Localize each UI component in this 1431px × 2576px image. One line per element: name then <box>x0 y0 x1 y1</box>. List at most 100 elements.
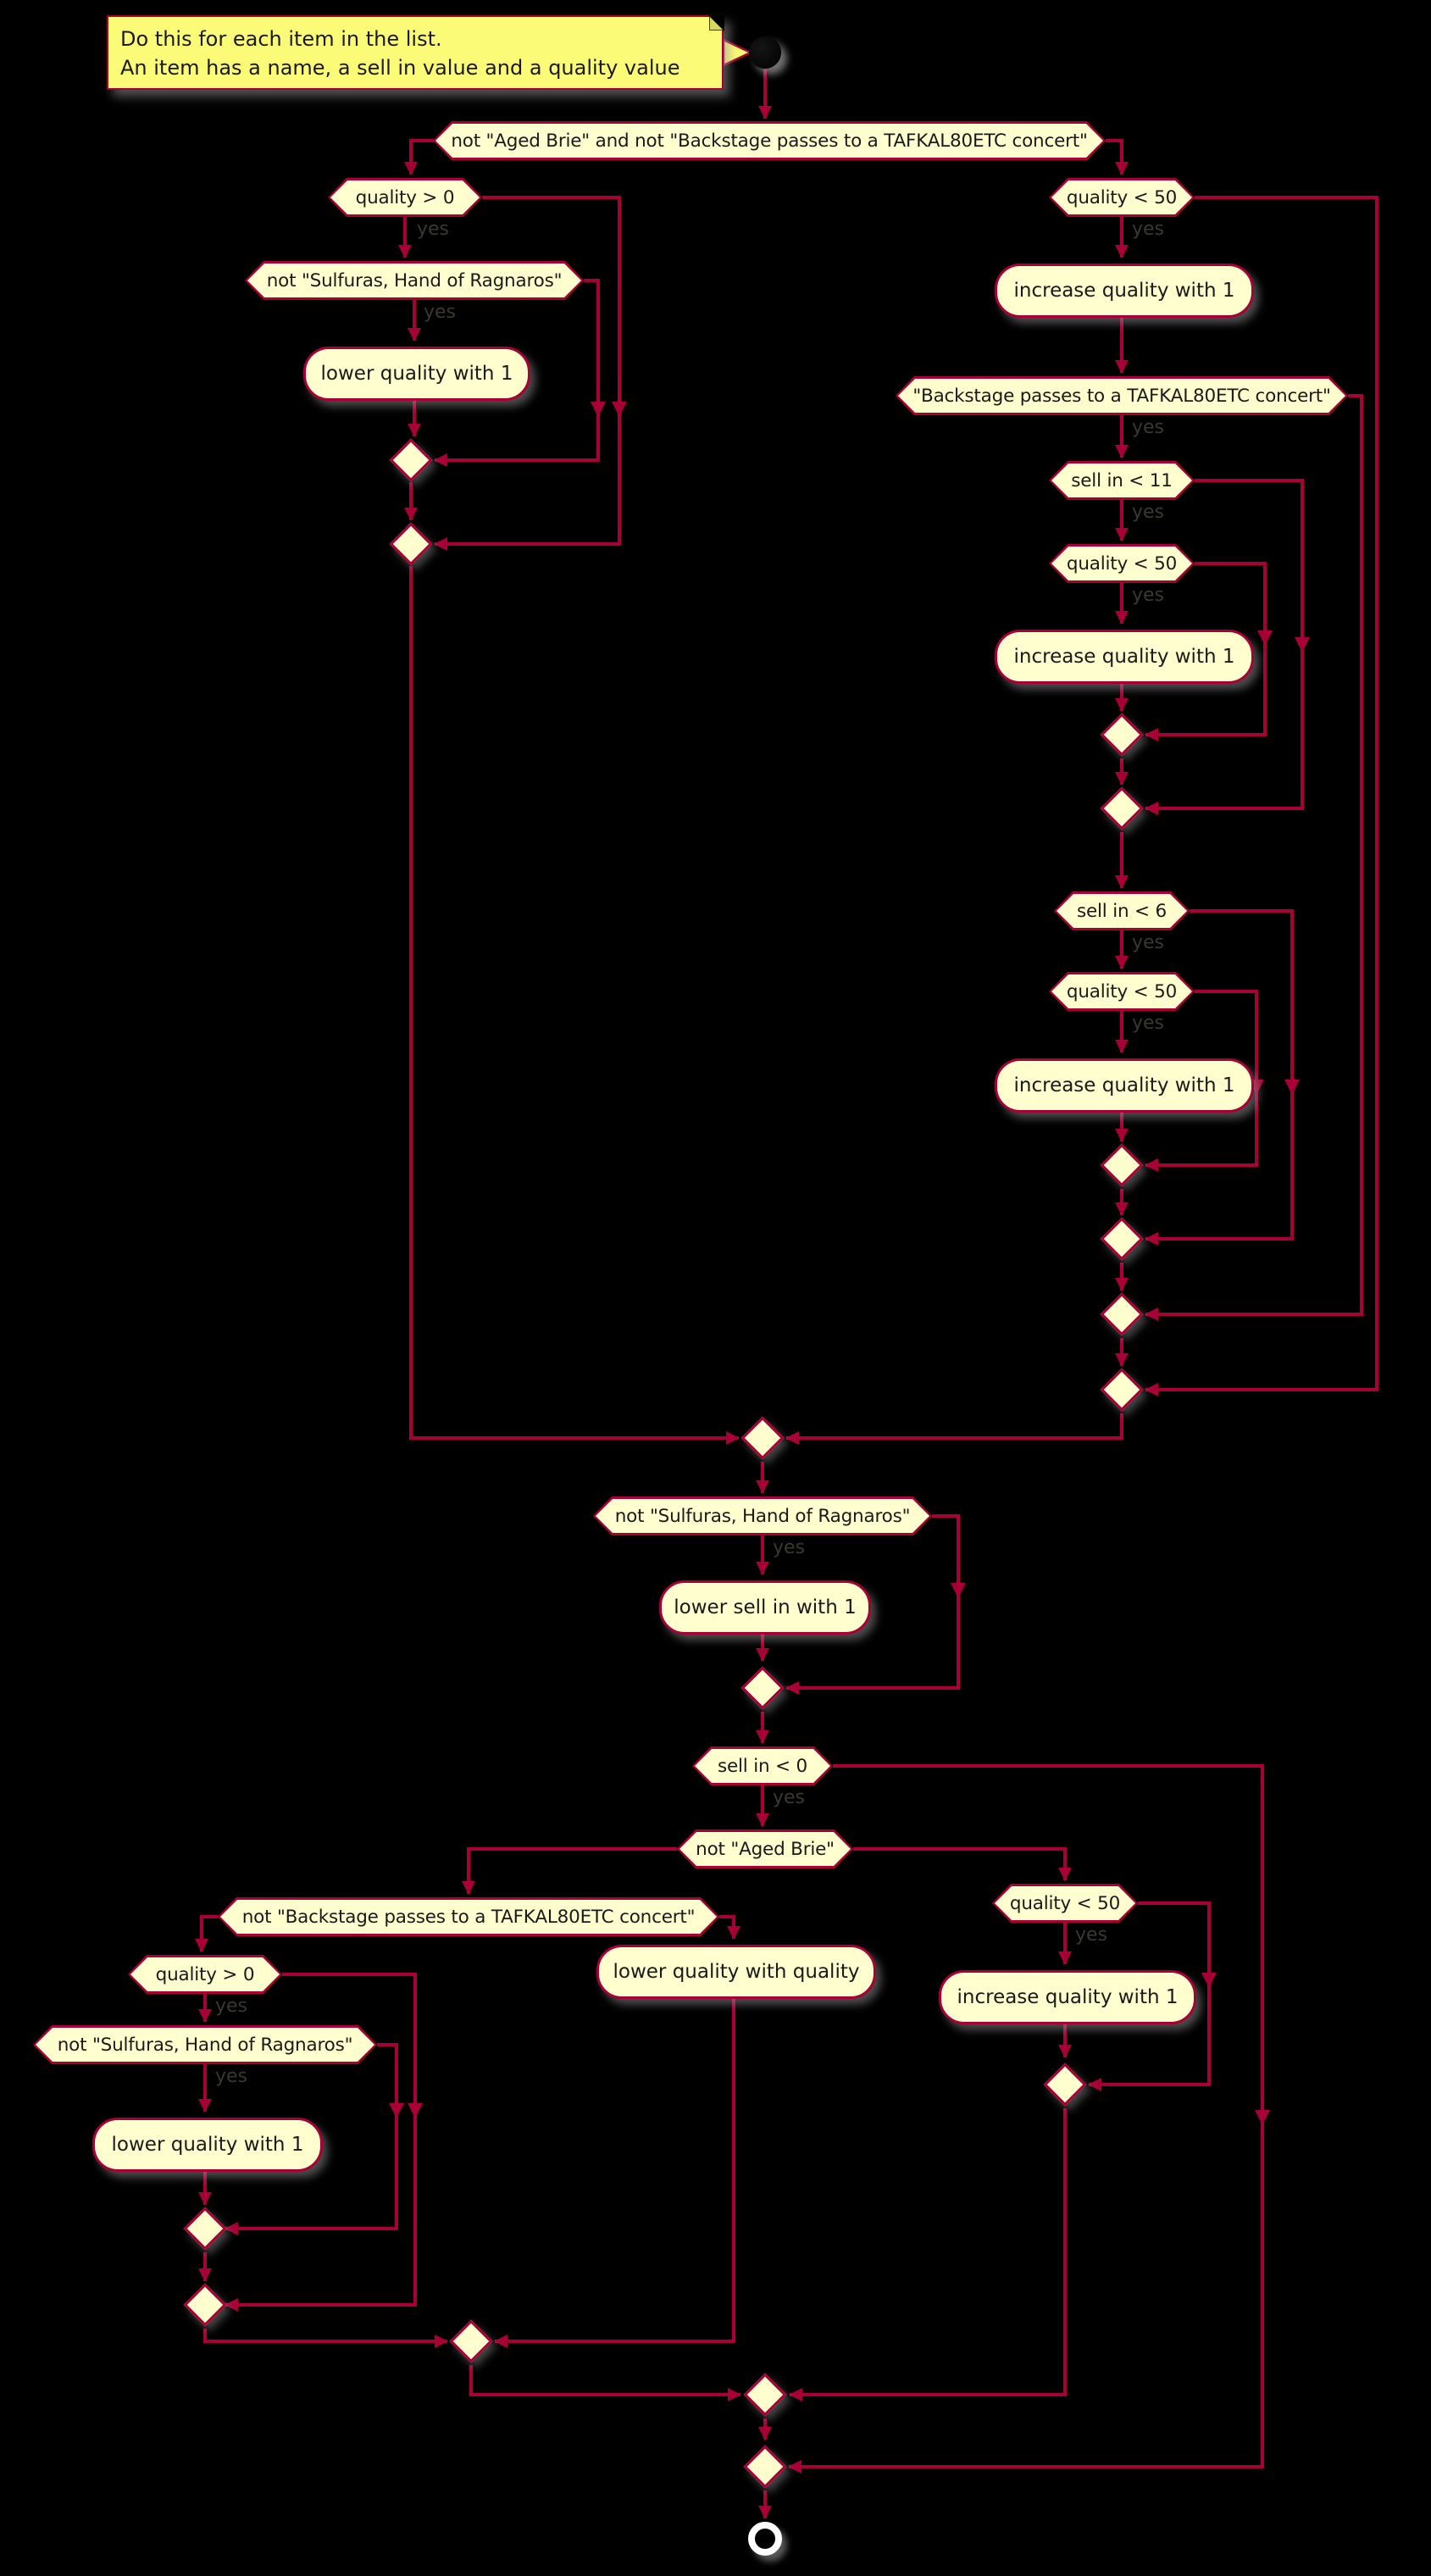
condition-label: quality > 0 <box>355 186 455 208</box>
merge-diamond <box>740 1416 785 1460</box>
diamond-shape <box>1100 1292 1144 1336</box>
merge-diamond <box>1100 1217 1144 1261</box>
branch-label-yes: yes <box>215 1996 248 2017</box>
condition-label: sell in < 6 <box>1077 900 1167 922</box>
activity-lower-quality-with-quality: lower quality with quality <box>596 1945 876 1999</box>
note-text-line: An item has a name, a sell in value and … <box>120 55 680 80</box>
diamond-shape <box>183 2207 227 2251</box>
hexagon-shape <box>596 1499 929 1533</box>
merge-diamond <box>449 2319 493 2363</box>
activity-lower-sell-in-1: lower sell in with 1 <box>659 1580 871 1635</box>
condition-sell-in-lt-6: sell in < 6 <box>1054 891 1190 930</box>
activity-label: increase quality with 1 <box>1013 1074 1235 1096</box>
merge-diamond <box>1100 1292 1144 1336</box>
condition-label: not "Backstage passes to a TAFKAL80ETC c… <box>241 1906 696 1928</box>
hexagon-shape <box>220 1900 717 1934</box>
branch-label-yes: yes <box>417 219 450 240</box>
condition-not-sulfuras: not "Sulfuras, Hand of Ragnaros" <box>245 261 584 300</box>
branch-label-yes: yes <box>1075 1924 1108 1946</box>
hexagon-shape <box>247 264 581 297</box>
diamond-shape <box>1100 786 1144 830</box>
condition-quality-lt-50: quality < 50 <box>1049 544 1195 583</box>
branch-label-yes: yes <box>773 1787 806 1808</box>
hexagon-shape <box>995 1886 1135 1920</box>
activity-increase-quality-1: increase quality with 1 <box>939 1970 1196 2024</box>
activity-label: lower quality with 1 <box>111 2134 304 2156</box>
activity-label: increase quality with 1 <box>1013 280 1235 302</box>
end-node <box>748 2522 782 2556</box>
condition-label: not "Aged Brie" <box>696 1838 835 1860</box>
note: Do this for each item in the list. An it… <box>107 14 724 90</box>
activity-increase-quality-1: increase quality with 1 <box>995 630 1254 684</box>
merge-diamond <box>389 438 433 482</box>
merge-diamond <box>389 522 433 566</box>
condition-quality-lt-50: quality < 50 <box>1049 972 1195 1011</box>
note-fold-icon <box>707 14 724 31</box>
branch-label-yes: yes <box>215 2066 248 2087</box>
condition-label: not "Sulfuras, Hand of Ragnaros" <box>614 1505 911 1527</box>
activity-label: increase quality with 1 <box>1013 646 1235 668</box>
condition-label: not "Aged Brie" and not "Backstage passe… <box>451 130 1088 152</box>
activity-label: increase quality with 1 <box>957 1986 1179 2008</box>
condition-label: quality < 50 <box>1066 552 1178 575</box>
diamond-shape <box>449 2319 493 2363</box>
condition-backstage: "Backstage passes to a TAFKAL80ETC conce… <box>896 376 1348 415</box>
merge-diamond <box>183 2207 227 2251</box>
merge-diamond <box>1100 713 1144 757</box>
diamond-shape <box>1043 2062 1087 2107</box>
diamond-shape <box>740 1666 785 1710</box>
hexagon-shape <box>130 1957 280 1991</box>
hexagon-shape <box>330 180 480 214</box>
condition-not-aged-brie: not "Aged Brie" <box>677 1829 853 1868</box>
condition-sell-in-lt-11: sell in < 11 <box>1049 461 1195 500</box>
hexagon-shape <box>898 379 1345 413</box>
condition-quality-lt-50: quality < 50 <box>1049 178 1195 217</box>
activity-label: lower quality with 1 <box>320 363 513 385</box>
branch-label-yes: yes <box>424 302 457 323</box>
condition-label: not "Sulfuras, Hand of Ragnaros" <box>266 269 563 291</box>
condition-label: sell in < 0 <box>718 1755 807 1777</box>
condition-label: not "Sulfuras, Hand of Ragnaros" <box>57 2034 353 2056</box>
condition-label: quality < 50 <box>1066 980 1178 1002</box>
activity-increase-quality-1: increase quality with 1 <box>995 1058 1254 1113</box>
activity-lower-quality-1: lower quality with 1 <box>303 347 530 401</box>
merge-diamond <box>1100 1143 1144 1187</box>
merge-diamond <box>1100 1368 1144 1412</box>
condition-sell-in-lt-0: sell in < 0 <box>692 1746 833 1785</box>
diamond-shape <box>740 1416 785 1460</box>
merge-diamond <box>183 2283 227 2327</box>
branch-label-yes: yes <box>773 1537 806 1558</box>
hexagon-shape <box>1051 464 1192 497</box>
merge-diamond <box>740 1666 785 1710</box>
condition-not-sulfuras: not "Sulfuras, Hand of Ragnaros" <box>593 1496 932 1535</box>
diamond-shape <box>1100 1143 1144 1187</box>
diamond-shape <box>1100 1368 1144 1412</box>
merge-diamond <box>743 2373 787 2417</box>
start-node <box>749 36 781 69</box>
hexagon-shape <box>1051 180 1192 214</box>
diamond-shape <box>743 2373 787 2417</box>
diamond-shape <box>389 438 433 482</box>
merge-diamond <box>743 2445 787 2489</box>
condition-label: quality < 50 <box>1009 1892 1121 1914</box>
merge-diamond <box>1100 786 1144 830</box>
activity-label: lower quality with quality <box>613 1961 860 1983</box>
condition-quality-gt-0: quality > 0 <box>128 1955 282 1994</box>
condition-label: sell in < 11 <box>1071 469 1173 491</box>
note-text-line: Do this for each item in the list. <box>120 27 442 51</box>
diamond-shape <box>1100 1217 1144 1261</box>
diamond-shape <box>743 2445 787 2489</box>
condition-not-backstage: not "Backstage passes to a TAFKAL80ETC c… <box>218 1897 719 1936</box>
hexagon-shape <box>1051 974 1192 1008</box>
condition-label: "Backstage passes to a TAFKAL80ETC conce… <box>912 385 1331 407</box>
hexagon-shape <box>679 1832 851 1866</box>
diamond-shape <box>1100 713 1144 757</box>
branch-label-yes: yes <box>1132 219 1165 240</box>
mid-path-arrowheads <box>389 402 1310 2125</box>
diamond-shape <box>183 2283 227 2327</box>
merge-diamond <box>1043 2062 1087 2107</box>
condition-label: quality < 50 <box>1066 186 1178 208</box>
activity-lower-quality-1: lower quality with 1 <box>92 2118 323 2172</box>
activity-label: lower sell in with 1 <box>674 1596 857 1618</box>
